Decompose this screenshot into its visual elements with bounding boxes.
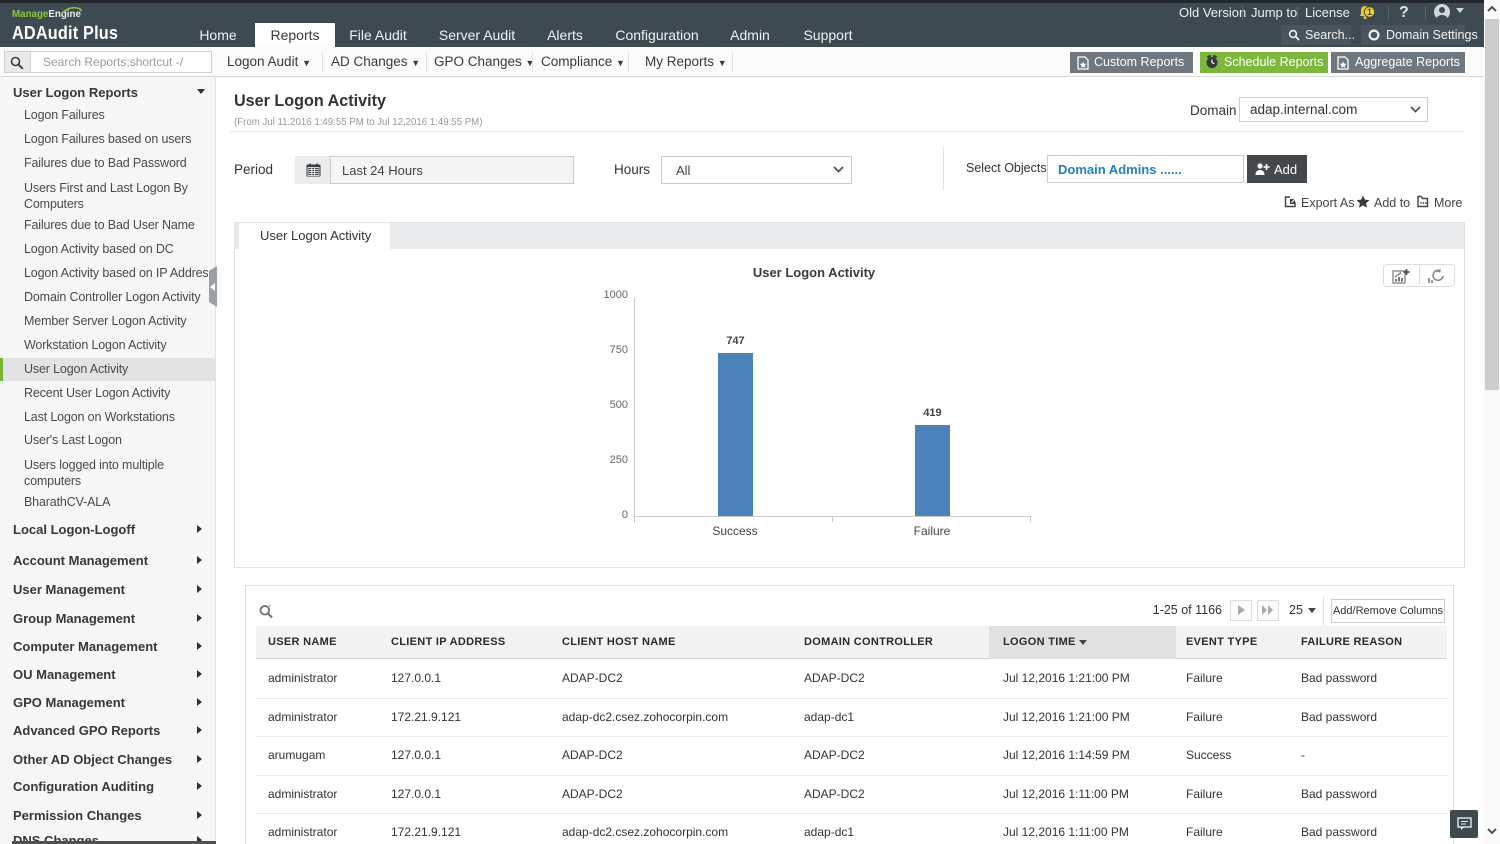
- svg-text:1: 1: [1367, 7, 1372, 17]
